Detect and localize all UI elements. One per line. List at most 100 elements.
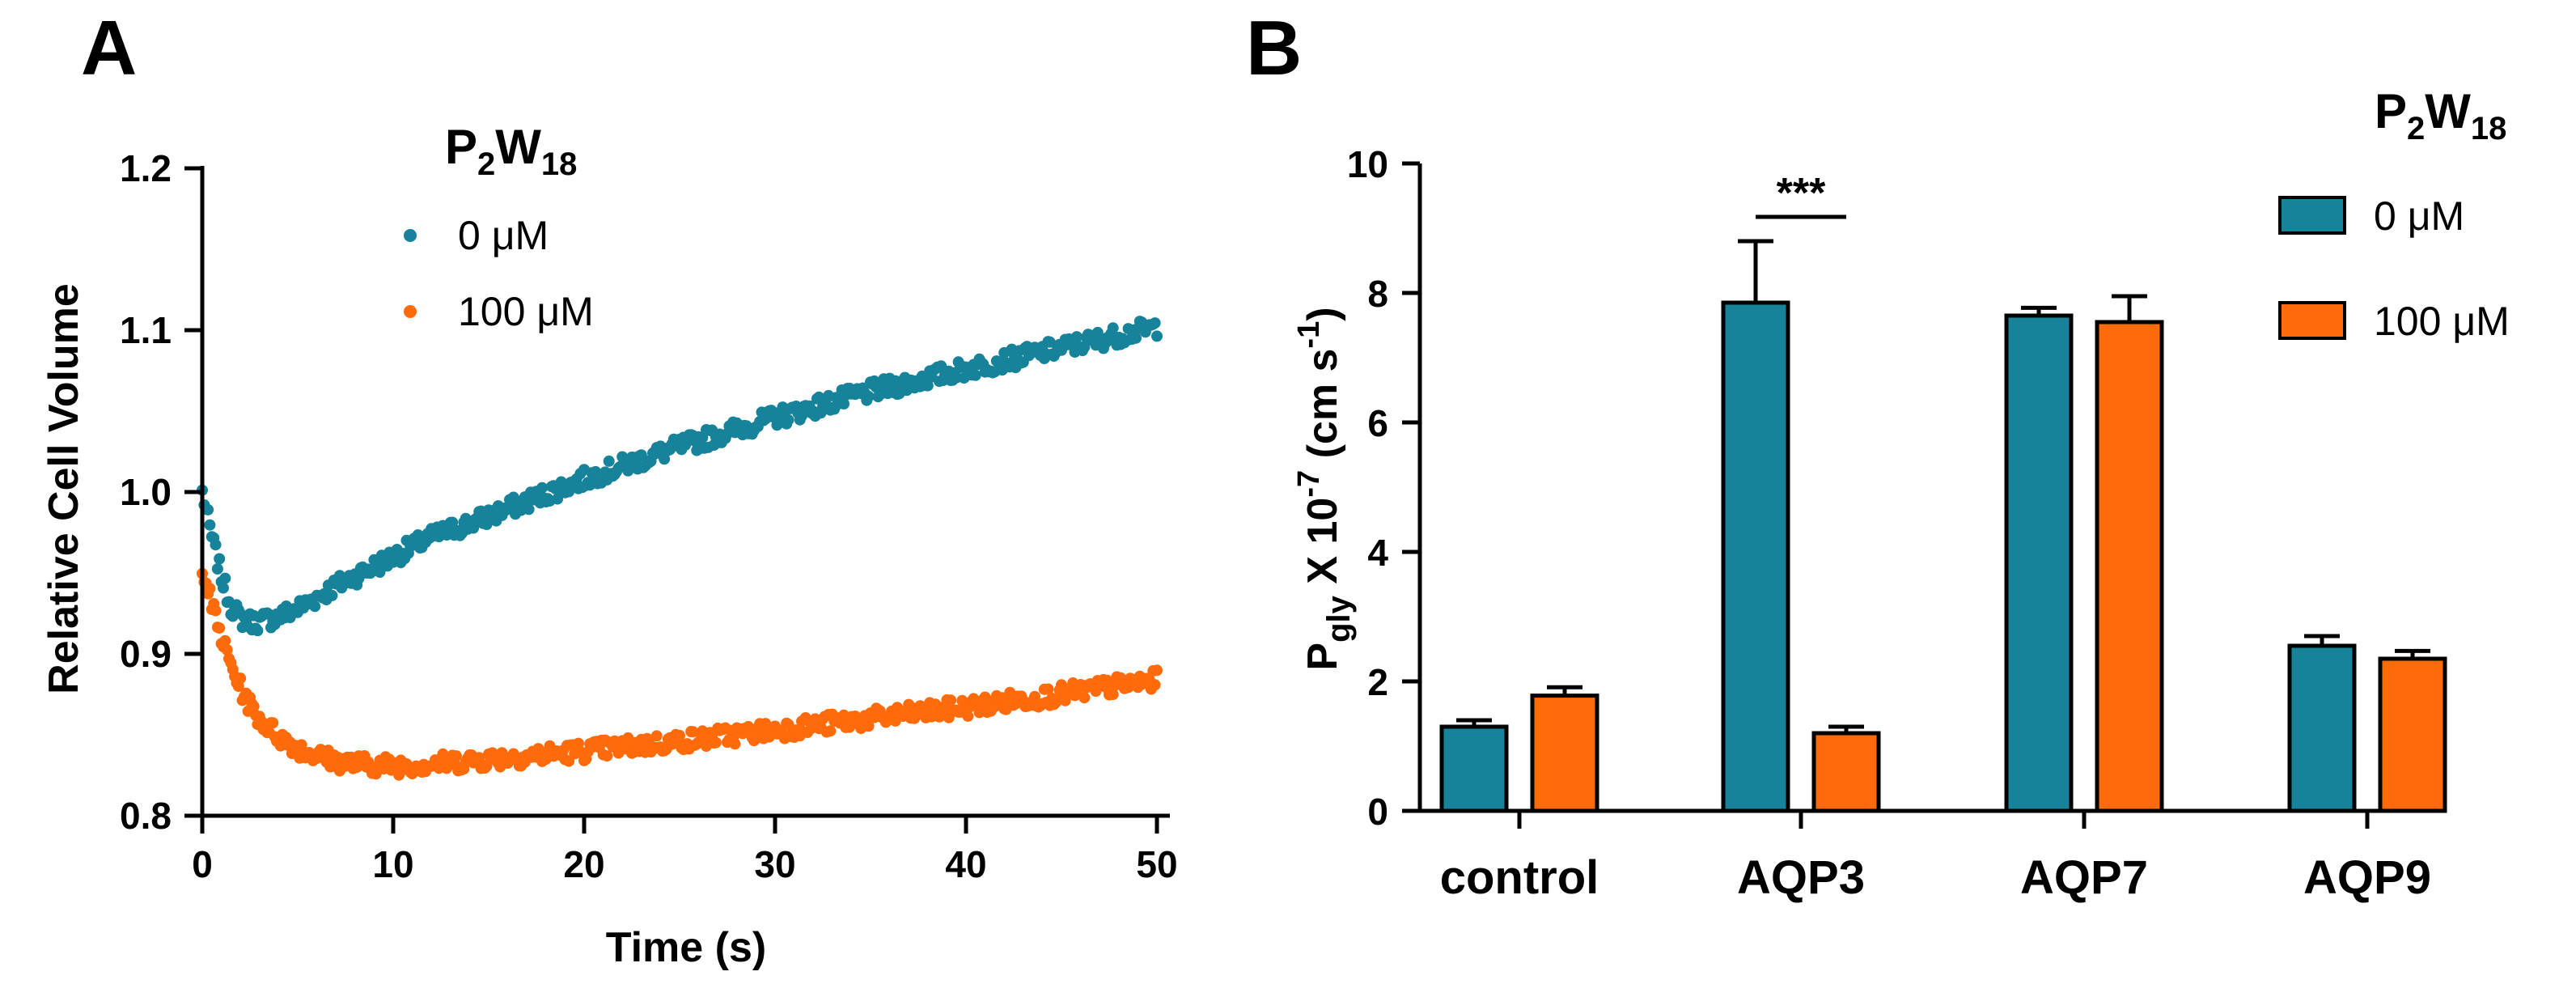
panel-b-chart: 0 2 4 6 8 10 control AQP3 AQP7 AQP9 Pgly X 10-7 … (1292, 84, 2510, 904)
scatter-point (962, 710, 974, 722)
scatter-point (1070, 331, 1083, 343)
panel-a-scatter-points (197, 316, 1163, 781)
panel-a-legend-title: P2W18 (445, 120, 577, 182)
panel-b-category-labels: control AQP3 AQP7 AQP9 (1440, 811, 2431, 904)
legend-b-title-w: W (2425, 84, 2471, 138)
scatter-point (219, 572, 231, 584)
legend-title-p: P (445, 120, 477, 174)
scatter-point (468, 522, 480, 534)
a-x-tick-label: 20 (563, 843, 604, 885)
scatter-point (969, 369, 981, 381)
scatter-point (202, 503, 214, 515)
a-y-tick-label: 1.2 (120, 147, 172, 189)
b-y-tick-label: 6 (1367, 402, 1388, 444)
scatter-point (326, 589, 338, 601)
significance-stars: *** (1777, 170, 1826, 217)
a-y-tick-label: 0.8 (120, 795, 172, 837)
scatter-point (945, 694, 957, 706)
scatter-point (1149, 317, 1161, 329)
scatter-point (824, 725, 837, 737)
scatter-point (729, 738, 741, 750)
scatter-point (922, 380, 934, 392)
a-y-tick-label: 0.9 (120, 633, 172, 675)
b-y-tick-label: 0 (1367, 791, 1388, 833)
scatter-point (447, 516, 459, 528)
legend-b-title-sub1: 2 (2407, 111, 2425, 146)
scatter-point (221, 644, 233, 655)
scatter-point (782, 414, 794, 426)
b-y-tick-label: 2 (1367, 661, 1388, 703)
panel-a-legend-label-0um: 0 μM (458, 213, 549, 258)
scatter-series-1 (197, 567, 1163, 781)
bar-AQP7-0 (2004, 313, 2074, 813)
b-y-tick-label: 4 (1367, 532, 1388, 574)
pgly-sup2: -1 (1292, 321, 1326, 349)
bar-control-0 (1439, 724, 1509, 813)
bar-AQP9-0 (2287, 643, 2357, 813)
bar-AQP9-1 (2378, 656, 2447, 813)
panel-a-y-axis-title: Relative Cell Volume (40, 283, 87, 694)
panel-b-bars (1439, 239, 2447, 813)
panel-a-y-ticks: 0.8 0.9 1.0 1.1 1.2 (120, 147, 202, 837)
b-y-tick-label: 8 (1367, 273, 1388, 315)
scatter-point (862, 390, 875, 402)
a-x-tick-label: 40 (945, 843, 986, 885)
panel-b-y-ticks: 0 2 4 6 8 10 (1347, 143, 1420, 833)
scatter-point (674, 729, 685, 741)
scatter-point (214, 622, 226, 634)
panel-a-chart: 0.8 0.9 1.0 1.1 1.2 0 10 20 30 40 50 Relative Cel… (40, 120, 1178, 971)
scatter-point (211, 563, 223, 575)
scatter-point (1151, 664, 1163, 677)
scatter-point (450, 750, 462, 762)
scatter-point (309, 600, 321, 613)
legend-b-title-p: P (2375, 84, 2407, 138)
scatter-point (650, 730, 663, 742)
scatter-point (601, 750, 613, 762)
panel-b-letter: B (1246, 5, 1302, 91)
scatter-point (214, 553, 226, 565)
scatter-point (1042, 683, 1054, 695)
bar-AQP3-0 (1721, 300, 1790, 813)
legend-title-sub2: 18 (541, 146, 578, 182)
scatter-point (1151, 330, 1163, 342)
category-label-control: control (1440, 851, 1599, 904)
scatter-point (219, 634, 231, 647)
scatter-point (235, 672, 247, 685)
category-label-AQP3: AQP3 (1737, 851, 1865, 904)
scatter-point (267, 717, 279, 729)
panel-b-legend: P2W18 0 μM 100 μM (2278, 84, 2510, 344)
scatter-point (1107, 689, 1119, 701)
pgly-sup1: -7 (1292, 470, 1326, 498)
scatter-point (204, 519, 216, 531)
scatter-point (1107, 322, 1119, 334)
pgly-mid: X 10 (1299, 498, 1346, 596)
panel-b-y-axis-title: Pgly X 10-7 (cm s-1) (1292, 307, 1357, 670)
a-x-tick-label: 50 (1136, 843, 1177, 885)
legend-title-w: W (495, 120, 541, 174)
category-label-AQP9: AQP9 (2303, 851, 2431, 904)
scatter-point (210, 605, 222, 617)
bar-control-1 (1530, 694, 1599, 813)
scatter-point (603, 455, 615, 467)
pgly-end: ) (1299, 307, 1346, 320)
panel-a-legend-label-100um: 100 μM (458, 289, 594, 334)
scatter-point (1078, 692, 1091, 704)
panel-a-letter: A (81, 5, 137, 91)
scatter-point (862, 720, 875, 732)
panel-a-x-axis-title: Time (s) (606, 924, 766, 971)
scatter-point (1149, 679, 1161, 691)
scatter-point (1130, 332, 1142, 344)
scatter-point (552, 493, 563, 505)
b-y-tick-label: 10 (1347, 143, 1388, 185)
scatter-point (710, 736, 722, 749)
a-x-tick-label: 30 (754, 843, 795, 885)
scatter-point (218, 582, 229, 594)
panel-b-legend-swatch-0um (2278, 196, 2346, 235)
scatter-point (252, 625, 264, 637)
scatter-series-0 (197, 316, 1163, 637)
bar-AQP7-1 (2095, 320, 2164, 813)
scatter-point (659, 453, 671, 465)
a-y-tick-label: 1.1 (120, 309, 172, 351)
a-x-tick-label: 0 (192, 843, 213, 885)
